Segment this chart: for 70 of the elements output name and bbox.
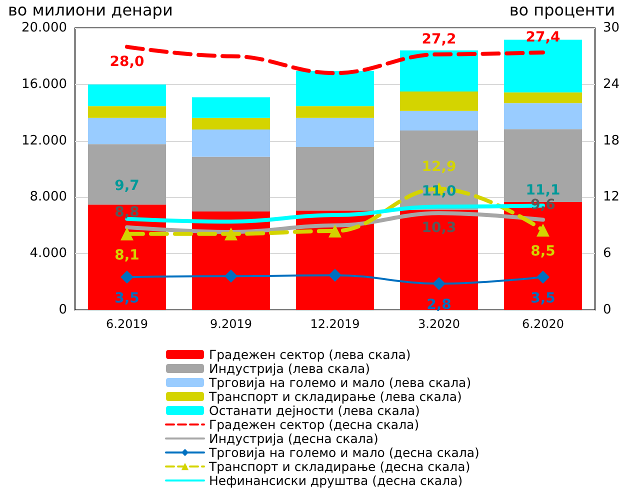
data-label: 27,2: [422, 31, 456, 48]
bar: [504, 103, 582, 130]
bar: [296, 147, 374, 211]
legend-label: Индустрија (лева скала): [209, 361, 370, 376]
data-label: 3,5: [114, 290, 140, 307]
legend-label: Транспорт и складирање (десна скала): [208, 459, 470, 474]
bar: [192, 156, 270, 212]
legend-label: Градежен сектор (десна скала): [209, 417, 420, 432]
data-label: 8,8: [114, 204, 140, 220]
y-tick-label: 8.000: [30, 190, 67, 205]
y2-axis-title: во проценти: [509, 0, 615, 20]
x-tick-label: 3.2020: [418, 317, 460, 331]
y-axis-title: во милиони денари: [8, 0, 173, 20]
legend-label: Градежен сектор (лева скала): [209, 347, 411, 362]
bar: [296, 118, 374, 148]
y2-tick-label: 18: [603, 133, 620, 148]
y2-tick-label: 6: [603, 246, 612, 262]
bar: [88, 106, 166, 118]
data-label: 10,3: [422, 220, 456, 236]
data-label: 12,9: [422, 159, 456, 176]
bar: [400, 110, 478, 131]
bar: [88, 84, 166, 106]
legend-label: Индустрија (десна скала): [209, 431, 378, 446]
point: [328, 268, 342, 282]
point: [224, 270, 238, 283]
point: [536, 224, 550, 237]
bar: [192, 130, 270, 157]
bar: [400, 210, 478, 310]
point: [120, 227, 134, 240]
x-tick-label: 6.2020: [522, 317, 564, 331]
legend-label: Трговија на големо и мало (лева скала): [208, 375, 472, 390]
x-tick-label: 6.2019: [106, 317, 148, 331]
point: [536, 270, 550, 284]
y-tick-label: 4.000: [30, 246, 67, 262]
data-label: 11,0: [422, 184, 457, 200]
bar: [88, 118, 166, 144]
legend-label: Нефинансиски друштва (десна скала): [209, 473, 463, 488]
bar: [296, 70, 374, 106]
y-tick-label: 20.000: [22, 20, 67, 36]
y2-tick-label: 0: [603, 302, 612, 318]
point: [432, 277, 446, 290]
y-tick-label: 0: [58, 302, 67, 318]
bar: [88, 144, 166, 205]
y2-tick-label: 30: [603, 20, 620, 36]
point: [328, 224, 342, 238]
y-tick-label: 16.000: [22, 76, 67, 92]
point: [120, 270, 134, 284]
bar: [192, 118, 270, 130]
x-tick-label: 12.2019: [310, 317, 360, 331]
data-label: 8,1: [114, 247, 140, 264]
data-label: 2,8: [426, 297, 452, 314]
legend-label: Трговија на големо и мало (десна скала): [208, 445, 480, 460]
y2-tick-label: 24: [603, 76, 620, 92]
bar: [400, 91, 478, 111]
bar: [400, 50, 478, 92]
y-tick-label: 12.000: [22, 133, 67, 148]
data-label: 11,1: [526, 182, 560, 199]
bar: [88, 204, 166, 310]
data-label: 28,0: [110, 54, 145, 70]
point: [224, 227, 238, 240]
x-tick-label: 9.2019: [210, 317, 252, 331]
data-label: 9,7: [114, 178, 140, 194]
data-label: 3,5: [530, 290, 556, 307]
bar: [296, 106, 374, 118]
data-label: 8,5: [530, 244, 556, 260]
bar: [192, 97, 270, 118]
legend-label: Транспорт и складирање (лева скала): [208, 389, 462, 404]
y2-tick-label: 12: [603, 190, 620, 205]
bar: [504, 92, 582, 104]
legend-label: Останати дејности (лева скала): [209, 403, 420, 418]
